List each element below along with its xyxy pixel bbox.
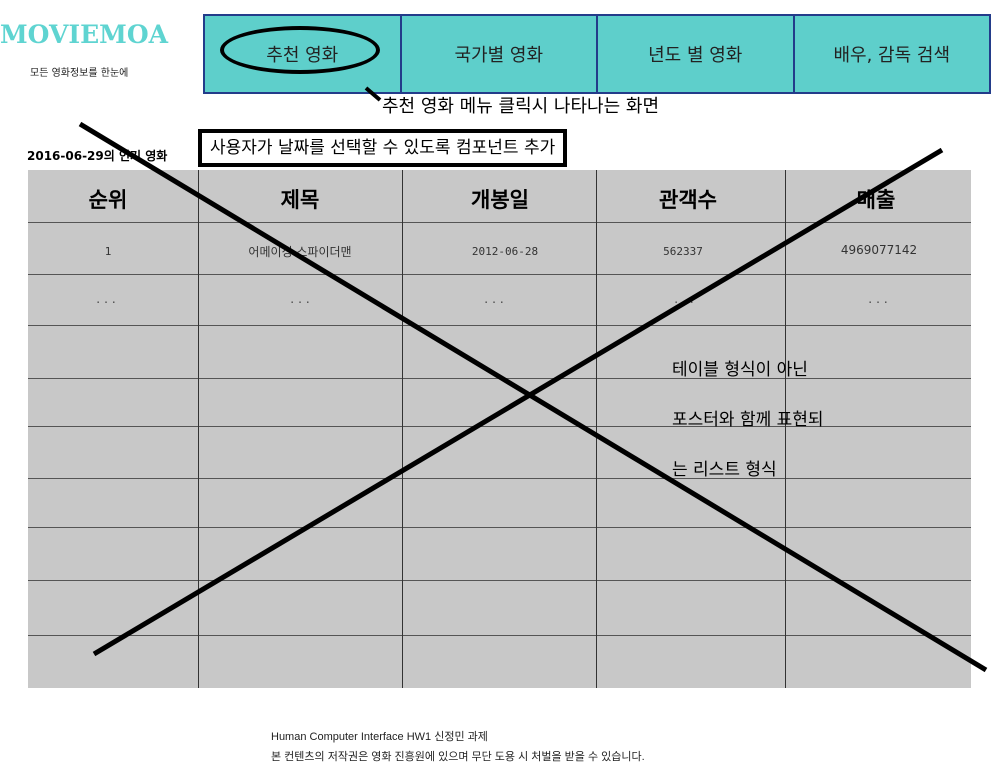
table-header-release-date: 개봉일 <box>471 188 529 212</box>
table-divider <box>28 635 971 636</box>
table-divider <box>28 426 971 427</box>
table-divider <box>28 527 971 528</box>
annotation-list-note: 테이블 형식이 아닌 포스터와 함께 표현되 는 리스트 형식 <box>672 345 824 495</box>
annotation-list-line: 는 리스트 형식 <box>672 460 777 480</box>
nav-item-by-year[interactable]: 년도 별 영화 <box>598 16 795 92</box>
nav-item-by-country[interactable]: 국가별 영화 <box>402 16 598 92</box>
annotation-list-line: 포스터와 함께 표현되 <box>672 410 824 430</box>
table-divider <box>28 478 971 479</box>
table-divider <box>28 274 971 275</box>
annotation-menu-note: 추천 영화 메뉴 클릭시 나타나는 화면 <box>382 96 660 117</box>
footer: Human Computer Interface HW1 신정민 과제 본 컨텐… <box>271 727 645 767</box>
table-column-divider <box>402 170 403 688</box>
movie-table: 순위 제목 개봉일 관객수 매출 1 어메이징 스파이더맨 2012-06-28… <box>28 170 971 688</box>
section-title: 2016-06-29의 인기 영화 <box>27 149 168 163</box>
table-cell-ellipsis: ... <box>674 292 698 306</box>
logo[interactable]: MOVIEMOA <box>0 20 169 49</box>
table-column-divider <box>596 170 597 688</box>
table-cell-revenue: 4969077142 <box>840 243 918 257</box>
table-cell-title[interactable]: 어메이징 스파이더맨 <box>248 245 352 259</box>
table-header-title: 제목 <box>280 188 320 212</box>
table-cell-ellipsis: ... <box>868 292 892 306</box>
annotation-ellipse <box>220 26 380 74</box>
table-cell-ellipsis: ... <box>484 292 508 306</box>
table-divider <box>28 580 971 581</box>
table-header-rank: 순위 <box>88 188 128 212</box>
tagline: 모든 영화정보를 한눈에 <box>30 68 129 79</box>
table-divider <box>28 378 971 379</box>
footer-line: 본 컨텐츠의 저작권은 영화 진흥원에 있으며 무단 도용 시 처벌을 받을 수… <box>271 751 645 763</box>
table-cell-audience: 562337 <box>663 245 703 258</box>
table-cell-rank: 1 <box>104 245 112 258</box>
nav-item-search[interactable]: 배우, 감독 검색 <box>833 45 951 66</box>
footer-line: Human Computer Interface HW1 신정민 과제 <box>271 731 488 743</box>
table-divider <box>28 222 971 223</box>
table-cell-release-date: 2012-06-28 <box>471 245 539 258</box>
table-divider <box>28 325 971 326</box>
annotation-date-picker-note: 사용자가 날짜를 선택할 수 있도록 컴포넌트 추가 <box>198 129 568 167</box>
table-cell-ellipsis: ... <box>290 292 314 306</box>
table-cell-ellipsis: ... <box>96 292 120 306</box>
annotation-list-line: 테이블 형식이 아닌 <box>672 360 808 380</box>
table-header-audience: 관객수 <box>659 188 717 212</box>
table-column-divider <box>198 170 199 688</box>
table-header-revenue: 매출 <box>856 188 896 212</box>
